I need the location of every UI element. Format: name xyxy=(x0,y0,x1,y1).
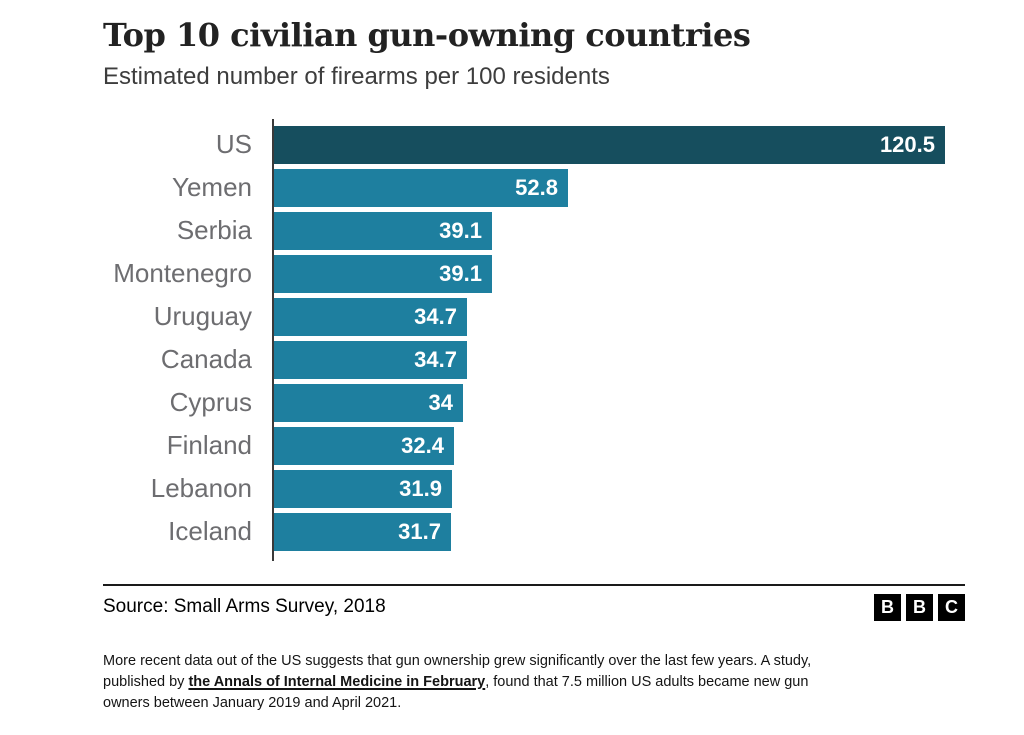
bar-row: Finland 32.4 xyxy=(103,426,965,465)
category-label: Finland xyxy=(166,430,252,461)
bar: 34.7 xyxy=(274,340,467,379)
footer-link[interactable]: the Annals of Internal Medicine in Febru… xyxy=(188,674,486,691)
category-label: Yemen xyxy=(172,172,252,203)
bar-row: Canada 34.7 xyxy=(103,340,965,379)
category-label: Lebanon xyxy=(150,473,252,504)
bar-chart: US 120.5 Yemen 52.8 Serbia 39.1 Montenegro 39.1… xyxy=(103,118,965,561)
value-label: 32.4 xyxy=(401,432,444,458)
bar: 34 xyxy=(274,383,463,422)
bbc-logo-block: C xyxy=(938,593,965,621)
bar-row: US 120.5 xyxy=(103,125,965,164)
category-label: Cyprus xyxy=(169,387,252,418)
bar: 34.7 xyxy=(274,297,467,336)
value-label: 31.9 xyxy=(399,475,442,501)
bar-rows: US 120.5 Yemen 52.8 Serbia 39.1 Montenegro 39.1… xyxy=(103,125,965,551)
bar-track: 34.7 xyxy=(274,340,965,379)
bar-track: 39.1 xyxy=(274,211,965,250)
bar-row: Serbia 39.1 xyxy=(103,211,965,250)
bbc-logo-block: B xyxy=(906,593,933,621)
footer-text-before: More recent data out of the US suggests … xyxy=(103,652,812,691)
bar-track: 34.7 xyxy=(274,297,965,336)
bar: 120.5 xyxy=(274,125,945,164)
bar: 52.8 xyxy=(274,168,568,207)
footer-text-after: , found that 7.5 million US adults becam… xyxy=(103,674,809,712)
value-label: 39.1 xyxy=(439,260,482,286)
bar-row: Montenegro 39.1 xyxy=(103,254,965,293)
bar-track: 32.4 xyxy=(274,426,965,465)
category-label: Montenegro xyxy=(113,258,252,289)
category-label: Uruguay xyxy=(153,301,252,332)
chart-subtitle: Estimated number of firearms per 100 res… xyxy=(103,63,610,91)
bar-row: Iceland 31.7 xyxy=(103,512,965,551)
y-axis-line xyxy=(272,118,274,561)
bar-track: 31.7 xyxy=(274,512,965,551)
footer-note: More recent data out of the US suggests … xyxy=(103,651,815,715)
value-label: 31.7 xyxy=(398,518,441,544)
value-label: 34.7 xyxy=(414,346,457,372)
category-label: Serbia xyxy=(176,215,252,246)
bar-track: 34 xyxy=(274,383,965,422)
bar: 31.9 xyxy=(274,469,452,508)
bar-row: Yemen 52.8 xyxy=(103,168,965,207)
bbc-logo-block: B xyxy=(874,593,901,621)
source-label: Source: Small Arms Survey, 2018 xyxy=(103,596,386,618)
bar-row: Lebanon 31.9 xyxy=(103,469,965,508)
value-label: 120.5 xyxy=(879,131,935,157)
bar: 32.4 xyxy=(274,426,454,465)
bar-track: 120.5 xyxy=(274,125,965,164)
value-label: 34.7 xyxy=(414,303,457,329)
value-label: 52.8 xyxy=(515,174,558,200)
bar-row: Uruguay 34.7 xyxy=(103,297,965,336)
bar: 31.7 xyxy=(274,512,451,551)
category-label: Iceland xyxy=(168,516,252,547)
chart-title: Top 10 civilian gun-owning countries xyxy=(103,16,751,54)
bar-row: Cyprus 34 xyxy=(103,383,965,422)
bar-track: 31.9 xyxy=(274,469,965,508)
bar: 39.1 xyxy=(274,254,492,293)
value-label: 34 xyxy=(428,389,453,415)
bar-track: 39.1 xyxy=(274,254,965,293)
footer-divider xyxy=(103,583,965,586)
bar: 39.1 xyxy=(274,211,492,250)
value-label: 39.1 xyxy=(439,217,482,243)
category-label: Canada xyxy=(160,344,252,375)
bar-track: 52.8 xyxy=(274,168,965,207)
category-label: US xyxy=(215,129,252,160)
